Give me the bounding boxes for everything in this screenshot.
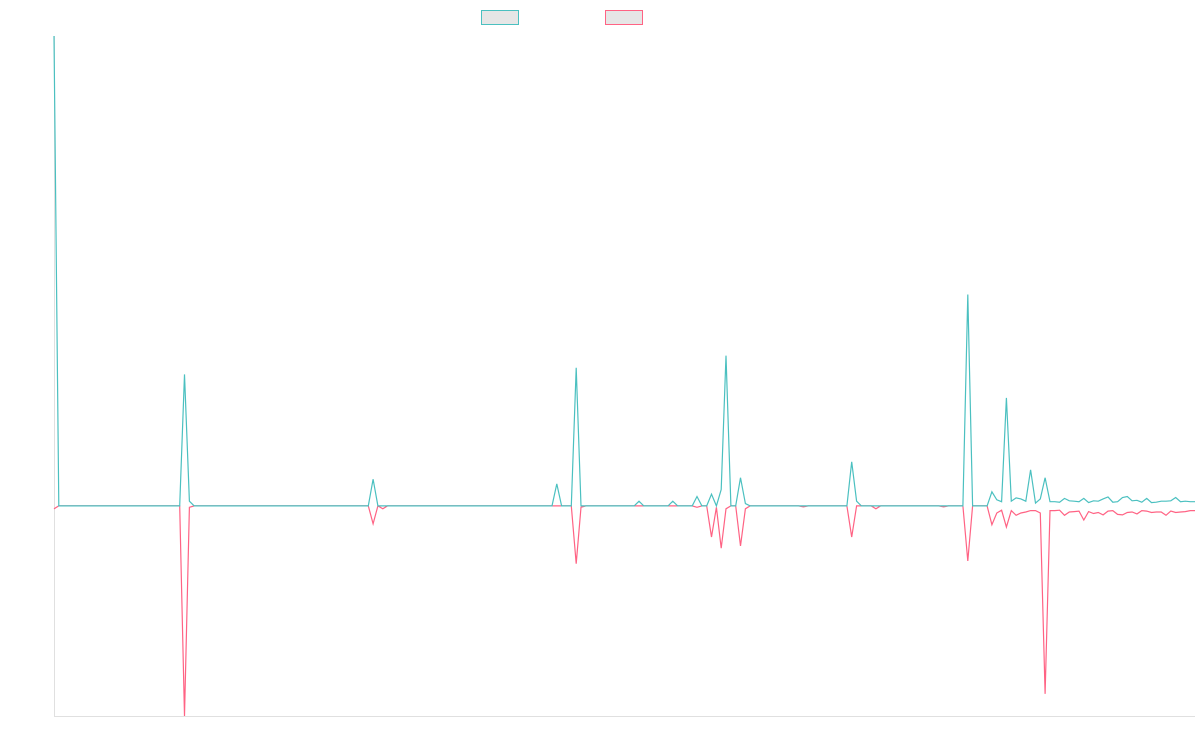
- series-line-2: [53, 504, 1195, 717]
- legend-swatch-series-2[interactable]: [605, 10, 643, 25]
- series-line-1: [53, 35, 1195, 508]
- legend-swatch-series-1[interactable]: [481, 10, 519, 25]
